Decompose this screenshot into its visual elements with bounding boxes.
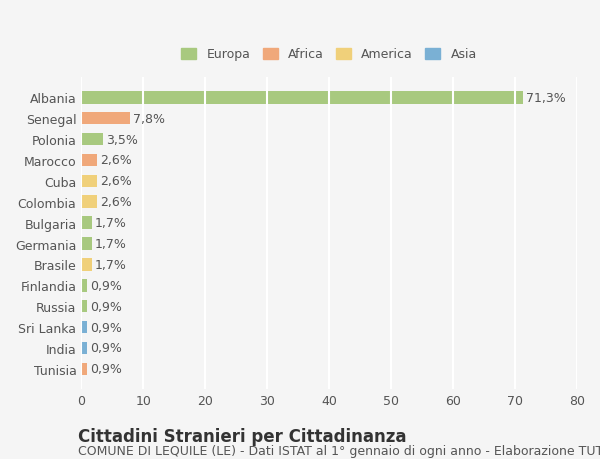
Legend: Europa, Africa, America, Asia: Europa, Africa, America, Asia <box>176 43 482 66</box>
Text: Cittadini Stranieri per Cittadinanza: Cittadini Stranieri per Cittadinanza <box>78 427 407 445</box>
Text: 0,9%: 0,9% <box>90 300 122 313</box>
Bar <box>81 196 97 208</box>
Text: 71,3%: 71,3% <box>526 92 566 105</box>
Text: 7,8%: 7,8% <box>133 112 164 125</box>
Text: 0,9%: 0,9% <box>90 321 122 334</box>
Text: 0,9%: 0,9% <box>90 363 122 375</box>
Text: 3,5%: 3,5% <box>106 133 138 146</box>
Bar <box>81 342 87 354</box>
Bar <box>81 217 92 230</box>
Text: 2,6%: 2,6% <box>100 175 132 188</box>
Text: COMUNE DI LEQUILE (LE) - Dati ISTAT al 1° gennaio di ogni anno - Elaborazione TU: COMUNE DI LEQUILE (LE) - Dati ISTAT al 1… <box>78 444 600 458</box>
Bar <box>81 92 523 104</box>
Bar <box>81 134 103 146</box>
Bar <box>81 175 97 188</box>
Bar <box>81 300 87 313</box>
Text: 2,6%: 2,6% <box>100 154 132 167</box>
Bar <box>81 280 87 292</box>
Bar <box>81 112 130 125</box>
Bar <box>81 238 92 250</box>
Text: 0,9%: 0,9% <box>90 279 122 292</box>
Bar <box>81 321 87 334</box>
Bar <box>81 363 87 375</box>
Text: 1,7%: 1,7% <box>95 258 127 271</box>
Text: 2,6%: 2,6% <box>100 196 132 209</box>
Bar <box>81 258 92 271</box>
Text: 1,7%: 1,7% <box>95 237 127 251</box>
Bar <box>81 154 97 167</box>
Text: 1,7%: 1,7% <box>95 217 127 230</box>
Text: 0,9%: 0,9% <box>90 342 122 355</box>
